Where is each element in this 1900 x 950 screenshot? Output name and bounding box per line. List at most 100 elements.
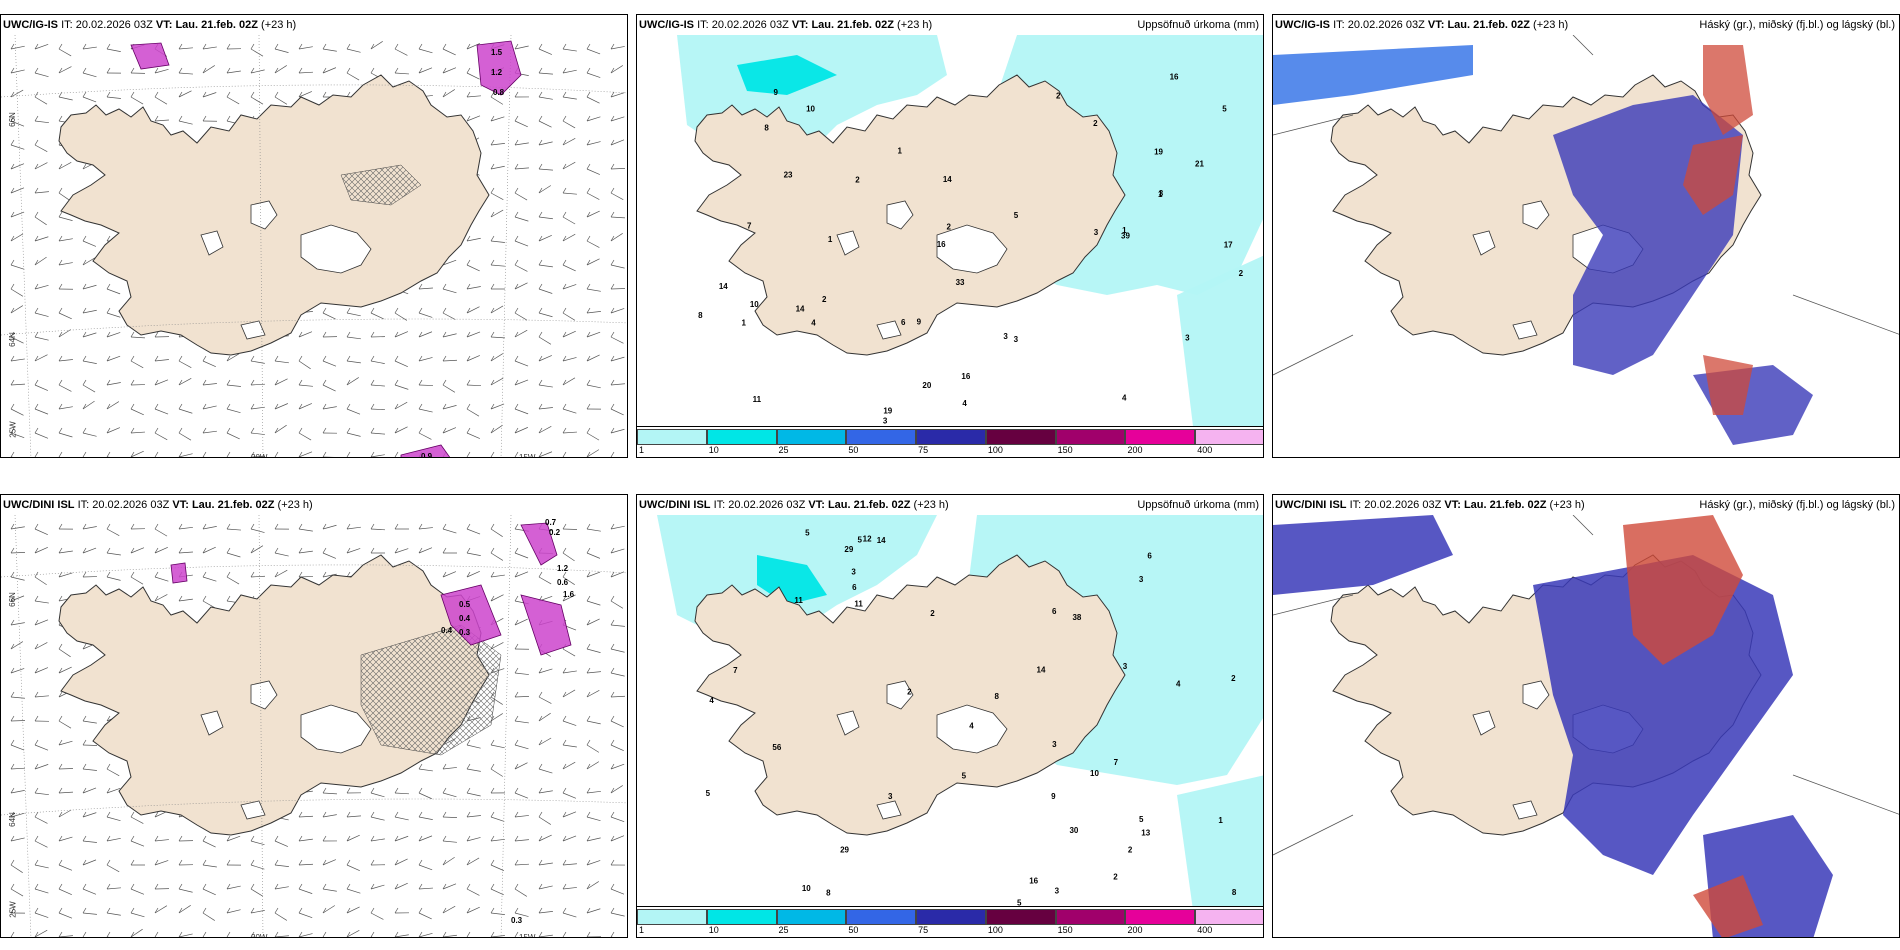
wind-barb bbox=[34, 864, 49, 869]
legend-tick: 10 bbox=[708, 445, 719, 455]
wind-barb-flag bbox=[178, 835, 183, 842]
precip-value-label: 7 bbox=[1114, 758, 1119, 767]
wind-barb-flag bbox=[58, 403, 63, 410]
wind-barb-flag bbox=[466, 523, 471, 530]
wind-barb-flag bbox=[106, 91, 111, 98]
precip-value-label: 19 bbox=[1154, 147, 1163, 156]
wind-barb bbox=[418, 287, 433, 290]
wind-barb bbox=[610, 216, 625, 219]
wind-barb bbox=[34, 667, 49, 674]
wind-barb bbox=[106, 788, 121, 794]
wind-barb-flag bbox=[250, 547, 255, 554]
precip-value-label: 13 bbox=[1141, 829, 1150, 838]
wind-barb bbox=[34, 72, 49, 78]
wind-barb-flag bbox=[82, 427, 87, 434]
wind-barb bbox=[418, 547, 433, 554]
model-name: UWC/IG-IS bbox=[639, 19, 694, 31]
wind-barb-flag bbox=[178, 427, 183, 434]
wind-barb-flag bbox=[610, 739, 615, 746]
wind-barb bbox=[586, 311, 601, 314]
wind-barb-flag bbox=[346, 787, 351, 794]
wind-barb bbox=[490, 143, 505, 146]
wind-barb-flag bbox=[82, 931, 87, 937]
wind-barb-flag bbox=[370, 883, 375, 890]
wind-barb-flag bbox=[82, 835, 87, 842]
precip-value-label: 3 bbox=[1139, 575, 1144, 584]
wind-barb-flag bbox=[10, 619, 15, 626]
wind-barb bbox=[58, 648, 71, 658]
wind-barb bbox=[34, 642, 48, 650]
wind-barb-flag bbox=[370, 835, 375, 842]
wind-barb bbox=[538, 934, 553, 937]
wind-barb bbox=[58, 262, 73, 266]
legend-tick: 1 bbox=[639, 925, 645, 935]
grid-label-lat64: 64N bbox=[7, 812, 17, 827]
wind-barb bbox=[82, 787, 97, 794]
wind-barb bbox=[227, 936, 228, 937]
wind-barb bbox=[466, 432, 480, 439]
wind-barb-flag bbox=[538, 379, 543, 386]
wind-barb-flag bbox=[346, 67, 351, 74]
wind-barb-flag bbox=[34, 43, 39, 50]
wind-barb-flag bbox=[466, 331, 471, 338]
wind-barb-flag bbox=[34, 307, 39, 314]
wind-barb-flag bbox=[538, 427, 543, 434]
wind-barb-flag bbox=[538, 811, 543, 818]
wind-barb bbox=[514, 744, 529, 750]
wind-barb-flag bbox=[10, 235, 15, 242]
wind-barb-flag bbox=[202, 931, 207, 937]
wind-barb-flag bbox=[442, 811, 447, 818]
wind-barb-flag bbox=[322, 355, 327, 362]
wind-barb-flag bbox=[514, 259, 519, 266]
legend-tick: 25 bbox=[778, 925, 789, 935]
wind-barb-flag bbox=[58, 259, 63, 266]
wind-barb-flag bbox=[586, 283, 591, 290]
wind-barb bbox=[466, 306, 480, 314]
wind-barb-flag bbox=[442, 331, 447, 338]
wind-barb-flag bbox=[586, 739, 591, 746]
wind-barb bbox=[346, 815, 361, 818]
legend-swatch bbox=[916, 429, 986, 445]
wind-barb-flag bbox=[466, 763, 471, 770]
wind-barb-flag bbox=[322, 403, 327, 410]
precip-value-label: 5 bbox=[1222, 105, 1227, 114]
it-value: 20.02.2026 03Z bbox=[711, 19, 789, 31]
legend-tick: 1 bbox=[639, 445, 645, 455]
wind-barb bbox=[58, 384, 72, 392]
wind-barb-flag bbox=[202, 523, 207, 530]
precip-value-label: 3 bbox=[1052, 740, 1057, 749]
legend-tick: 400 bbox=[1197, 925, 1213, 935]
wind-barb bbox=[298, 331, 313, 338]
hatched-area bbox=[340, 164, 422, 206]
wind-barb-flag bbox=[490, 187, 495, 194]
wind-barb-flag bbox=[490, 883, 495, 890]
precip-value-label: 2 bbox=[1093, 119, 1098, 128]
wind-barb-flag bbox=[154, 379, 159, 386]
wind-barb bbox=[610, 695, 625, 698]
wind-barb bbox=[83, 936, 84, 937]
wind-barb bbox=[466, 570, 480, 578]
wind-barb bbox=[82, 526, 97, 530]
boundary-lines bbox=[1273, 515, 1899, 856]
panel-header: UWC/IG-IS IT: 20.02.2026 03Z VT: Lau. 21… bbox=[1273, 15, 1899, 35]
wind-barb-flag bbox=[610, 379, 615, 386]
wind-barb bbox=[130, 336, 145, 339]
wind-barb bbox=[538, 737, 552, 746]
wind-barb-flag bbox=[322, 331, 327, 338]
wind-barb-flag bbox=[514, 547, 519, 554]
wind-barb bbox=[586, 96, 600, 104]
wind-barb-flag bbox=[514, 139, 519, 146]
wind-barb bbox=[394, 548, 409, 554]
wind-barb bbox=[562, 48, 577, 52]
precip-value-label: 2 bbox=[1231, 674, 1236, 683]
wind-barb bbox=[178, 905, 191, 914]
wind-barb bbox=[538, 288, 553, 294]
wind-barb-flag bbox=[58, 91, 63, 98]
wind-barb-flag bbox=[58, 787, 63, 794]
wind-barb-flag bbox=[418, 859, 423, 866]
wind-barb bbox=[442, 359, 457, 362]
wind-barb bbox=[178, 120, 193, 125]
wind-barb bbox=[586, 908, 601, 914]
wind-barb bbox=[562, 689, 576, 698]
wind-barb-flag bbox=[34, 715, 39, 722]
